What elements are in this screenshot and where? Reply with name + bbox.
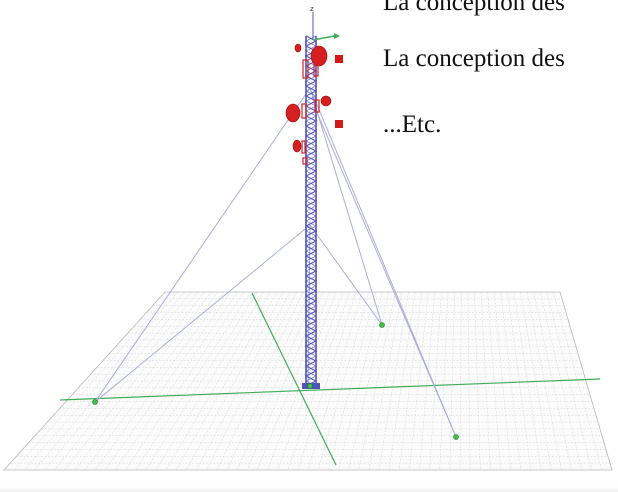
- ground-axis-x: [59, 378, 601, 401]
- grid-line: [74, 291, 212, 471]
- y-axis-arrow-head: [334, 33, 340, 39]
- antenna-dish-icon: [294, 43, 302, 53]
- grid-line: [500, 291, 521, 471]
- grid-line: [399, 291, 422, 471]
- grid-line: [467, 291, 471, 471]
- grid-line: [358, 291, 396, 471]
- grid-line: [155, 291, 264, 471]
- antenna-panel-icon: [302, 59, 309, 79]
- grid-line: [24, 291, 179, 471]
- bullet-text-conception: La conception des: [383, 45, 565, 72]
- grid-line: [480, 291, 491, 471]
- anchor-point-marker: [307, 383, 313, 389]
- guy-cable-line: [309, 87, 457, 438]
- antenna-dish-icon: [292, 139, 302, 153]
- grid-line: [206, 291, 297, 471]
- grid-line: [439, 291, 449, 471]
- grid-line: [409, 291, 429, 471]
- z-axis-label: z: [310, 5, 314, 13]
- grid-line: [520, 291, 552, 471]
- ground-plane-axes: [59, 292, 601, 466]
- antennas-group: [285, 43, 332, 165]
- anchor-point-marker: [453, 434, 459, 440]
- mast-lacing: [304, 35, 318, 387]
- antenna-dish-icon: [320, 95, 332, 107]
- grid-line: [533, 291, 572, 471]
- grid-line: [105, 291, 231, 471]
- bullet-marker-icon: [335, 120, 343, 128]
- bullet-text-etc: ...Etc.: [383, 111, 442, 138]
- grid-line: [388, 291, 416, 471]
- grid-line: [553, 291, 603, 471]
- anchor-points: [92, 322, 459, 440]
- grid-line: [368, 291, 403, 471]
- grid-line: [507, 291, 532, 471]
- guy-cable-line: [309, 87, 383, 326]
- antenna-panel-icon: [301, 140, 306, 154]
- grid-line: [186, 291, 284, 471]
- antenna-panel-icon: [314, 99, 320, 113]
- antenna-dish-icon: [310, 45, 328, 67]
- ground-axis-y: [251, 292, 337, 466]
- anchor-point-marker: [92, 399, 98, 405]
- grid-line: [236, 291, 317, 471]
- grid-line: [419, 291, 436, 471]
- lattice-mast: [302, 35, 320, 389]
- antenna-dish-icon: [285, 103, 301, 123]
- bullet-text-clipped: La conception des: [383, 0, 565, 16]
- guy-cables: [94, 87, 457, 438]
- grid-line: [257, 291, 330, 471]
- antenna-panel-icon: [313, 59, 319, 77]
- grid-line: [176, 291, 278, 471]
- guy-cable-line: [309, 224, 383, 326]
- mast-lacing-back: [305, 35, 317, 387]
- grid-line: [247, 291, 324, 471]
- bullet-marker-icon: [335, 55, 343, 63]
- grid-line: [54, 291, 199, 471]
- grid-line: [14, 291, 172, 471]
- antenna-panel-icon: [302, 157, 308, 165]
- guy-cable-line: [315, 109, 457, 438]
- grid-line: [84, 291, 218, 471]
- grid-line: [338, 291, 383, 471]
- antenna-panel-icon: [301, 103, 307, 119]
- y-axis-arrow: [312, 35, 335, 41]
- grid-line: [307, 291, 363, 471]
- grid-line: [115, 291, 238, 471]
- slide-bottom-edge: [0, 486, 618, 492]
- grid-line: [125, 291, 245, 471]
- guy-cable-line: [94, 224, 311, 403]
- grid-line: [526, 291, 562, 471]
- anchor-point-marker: [379, 322, 385, 328]
- guy-cable-line: [94, 87, 311, 403]
- axis-gizmo: z: [310, 5, 340, 41]
